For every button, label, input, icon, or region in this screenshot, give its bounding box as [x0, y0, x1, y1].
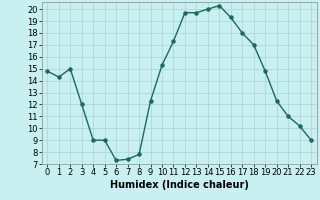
X-axis label: Humidex (Indice chaleur): Humidex (Indice chaleur): [110, 180, 249, 190]
